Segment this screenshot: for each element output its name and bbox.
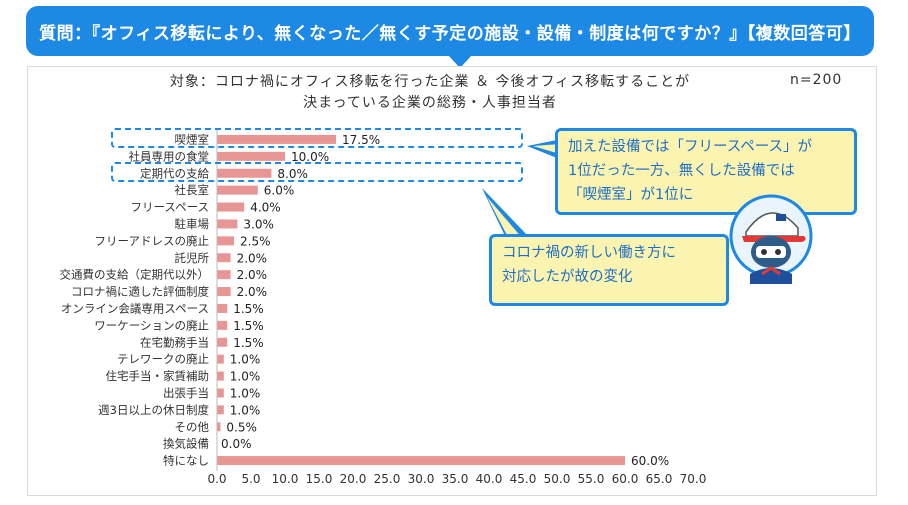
callout-1-line3: 「喫煙室」が1位に: [568, 187, 694, 203]
x-tick-label: 10.0: [272, 472, 299, 486]
category-label: 交通費の支給（定期代以外）: [60, 268, 210, 282]
banner-pointer: [448, 55, 472, 68]
bar: [217, 219, 238, 229]
value-label: 2.0%: [237, 268, 268, 282]
bar: [217, 405, 224, 415]
chart-title: 対象：コロナ禍にオフィス移転を行った企業 ＆ 今後オフィス移転することが 決まっ…: [110, 72, 750, 114]
x-tick-label: 35.0: [442, 472, 469, 486]
bar: [217, 236, 234, 246]
value-label: 17.5%: [342, 133, 380, 147]
bar: [217, 456, 625, 466]
x-tick-label: 5.0: [241, 472, 260, 486]
value-label: 8.0%: [277, 167, 308, 181]
bar: [217, 388, 224, 398]
category-label: 社員専用の食堂: [129, 149, 210, 163]
callout-free-space: 加えた設備では「フリースペース」が 1位だった一方、無くした設備では 「喫煙室」…: [555, 128, 857, 215]
callout-1-line2: 1位だった一方、無くした設備では: [568, 163, 795, 179]
category-label: 住宅手当・家賃補助: [106, 369, 210, 383]
value-label: 1.0%: [230, 370, 260, 384]
category-label: 換気設備: [163, 437, 209, 451]
x-tick-label: 60.0: [612, 472, 639, 486]
category-label: コロナ禍に適した評価制度: [71, 285, 209, 299]
sample-size: n=200: [790, 72, 843, 88]
value-label: 10.0%: [291, 150, 329, 164]
category-label: フリースペース: [130, 200, 209, 214]
callout-1-pointer: [527, 140, 557, 158]
x-tick-label: 40.0: [476, 472, 503, 486]
x-tick-label: 70.0: [680, 472, 707, 486]
value-label: 1.0%: [230, 386, 260, 400]
x-tick-label: 15.0: [306, 472, 333, 486]
x-tick-label: 50.0: [544, 472, 571, 486]
bar: [217, 320, 228, 330]
callout-2-line1: コロナ禍の新しい働き方に: [502, 245, 676, 261]
bar: [217, 354, 224, 364]
bar: [217, 168, 272, 178]
value-label: 0.0%: [221, 437, 252, 451]
category-label: 喫煙室: [175, 132, 210, 146]
bar: [217, 303, 228, 313]
mascot-icon: [729, 194, 813, 284]
bar: [217, 287, 231, 297]
value-label: 2.5%: [240, 234, 271, 248]
category-label: 在宅勤務手当: [140, 335, 209, 349]
bar: [217, 270, 231, 280]
question-text: 質問：『オフィス移転により、無くなった／無くす予定の施設・設備・制度は何ですか？…: [39, 23, 861, 44]
chart-title-line2: 決まっている企業の総務・人事担当者: [303, 95, 557, 111]
bars-layer: 喫煙室 17.5% 社員専用の食堂 10.0% 定期代の支給 8.0% 社長室 6.0% フリー…: [60, 129, 707, 486]
category-label: オンライン会議専用スペース: [61, 301, 209, 315]
value-label: 3.0%: [243, 217, 274, 231]
value-label: 1.0%: [230, 353, 260, 367]
x-tick-label: 65.0: [646, 472, 673, 486]
x-tick-label: 45.0: [510, 472, 537, 486]
value-label: 6.0%: [264, 184, 295, 198]
category-label: 社長室: [175, 183, 210, 197]
value-label: 0.5%: [226, 420, 257, 434]
callout-1-pointer-fill: [533, 144, 560, 154]
category-label: 出張手当: [163, 386, 209, 400]
bar: [217, 134, 336, 144]
x-tick-label: 0.0: [207, 472, 226, 486]
value-label: 4.0%: [250, 201, 281, 215]
callout-new-workstyle: コロナ禍の新しい働き方に 対応したが故の変化: [489, 234, 729, 306]
category-label: 託児所: [175, 251, 210, 265]
category-label: 定期代の支給: [140, 166, 209, 180]
bar: [217, 151, 285, 161]
x-tick-label: 30.0: [408, 472, 435, 486]
value-label: 2.0%: [237, 285, 268, 299]
x-tick-label: 20.0: [340, 472, 367, 486]
value-label: 60.0%: [631, 454, 669, 468]
bar: [217, 337, 228, 347]
highlight-box-commuter-pass: [111, 162, 523, 182]
highlight-box-smoking-room: [111, 128, 523, 148]
value-label: 1.0%: [230, 403, 260, 417]
category-label: その他: [175, 420, 210, 434]
value-label: 1.5%: [233, 336, 264, 350]
callout-2-pointer: [482, 188, 528, 236]
question-banner: 質問：『オフィス移転により、無くなった／無くす予定の施設・設備・制度は何ですか？…: [26, 6, 874, 56]
category-label: フリーアドレスの廃止: [94, 234, 209, 248]
x-tick-label: 25.0: [374, 472, 401, 486]
category-label: ワーケーションの廃止: [94, 318, 209, 332]
bar: [217, 371, 224, 381]
x-tick-label: 55.0: [578, 472, 605, 486]
value-label: 1.5%: [233, 302, 264, 316]
chart-title-line1: 対象：コロナ禍にオフィス移転を行った企業 ＆ 今後オフィス移転することが: [169, 74, 691, 90]
callout-2-pointer-fill: [487, 197, 523, 239]
bar: [217, 253, 231, 263]
callout-1-line1: 加えた設備では「フリースペース」が: [568, 139, 813, 155]
callout-2-line2: 対応したが故の変化: [502, 269, 633, 285]
category-label: 特になし: [163, 454, 209, 468]
value-label: 2.0%: [237, 251, 268, 265]
category-label: 週3日以上の休日制度: [98, 403, 209, 417]
bar: [217, 422, 221, 432]
category-label: テレワークの廃止: [117, 352, 209, 366]
bar: [217, 202, 245, 212]
value-label: 1.5%: [233, 319, 264, 333]
category-label: 駐車場: [175, 217, 210, 231]
bar: [217, 185, 258, 195]
